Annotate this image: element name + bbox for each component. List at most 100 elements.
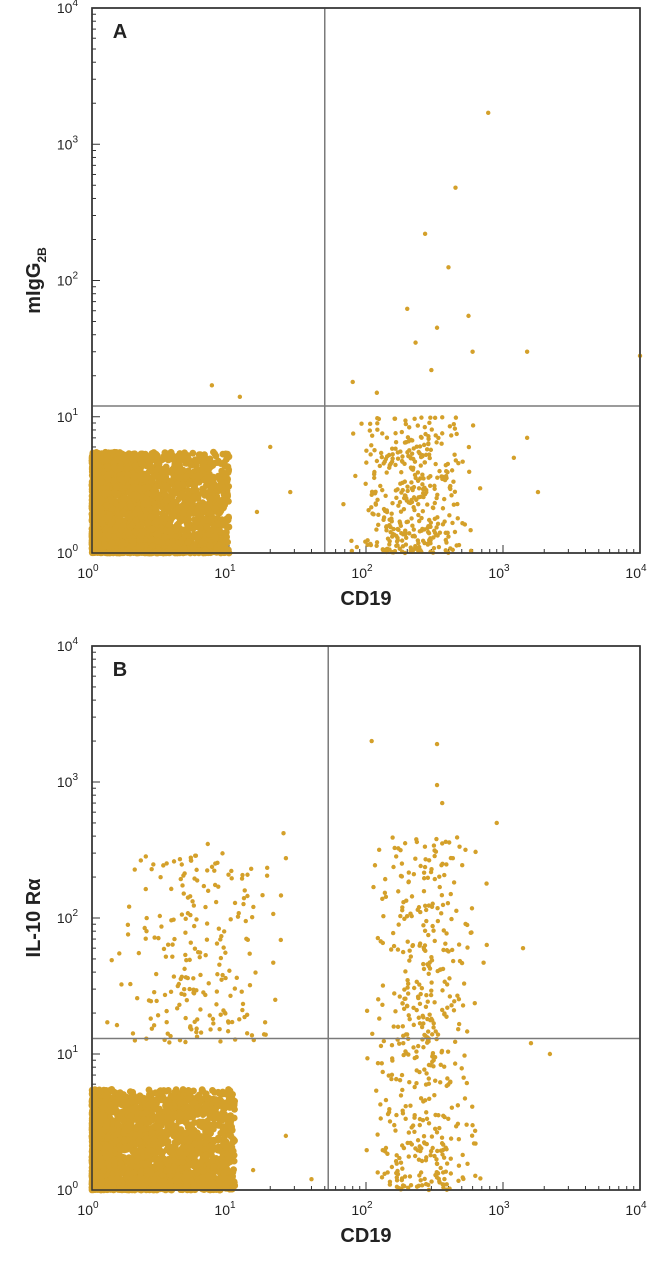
data-point [184,521,191,529]
data-point [408,455,413,460]
data-point [369,443,374,448]
data-point [223,546,230,553]
data-point [434,325,440,330]
data-point [373,502,379,507]
data-point [406,439,411,444]
data-point [198,538,206,546]
data-point [187,461,195,469]
data-point [154,465,162,473]
data-point [398,523,404,529]
data-point [397,519,402,524]
data-point [182,473,190,481]
data-point [405,519,411,524]
data-point [399,531,404,536]
data-point [96,531,104,538]
data-point [138,542,145,550]
data-point [212,526,220,534]
data-point [374,527,379,532]
data-point [451,421,457,427]
data-point [209,1087,216,1094]
data-point [433,461,438,467]
data-point [375,497,380,502]
data-point [403,528,408,533]
data-point [104,471,112,479]
data-point [178,490,186,498]
data-point [132,452,140,460]
data-point [407,531,412,536]
data-point [118,501,125,509]
data-point [206,495,214,503]
data-point [131,462,139,469]
data-point [403,418,408,423]
x-tick-label: 100 [77,563,99,581]
data-point [400,459,405,464]
y-tick-label: 101 [57,407,79,425]
data-point [192,519,200,527]
data-point [462,522,468,527]
data-point [443,530,448,536]
data-point [460,459,465,464]
data-point [176,474,184,482]
data-point [422,424,428,430]
data-point [102,457,110,464]
data-point [376,512,381,518]
data-point [142,495,150,503]
data-point [421,442,427,448]
data-point [206,510,214,517]
data-point [288,489,293,495]
data-point [452,452,457,457]
data-point [466,313,471,319]
data-point [156,517,164,525]
data-point [89,528,97,536]
data-point [148,536,156,543]
data-point [350,379,355,385]
data-point [412,534,418,539]
data-point [134,548,142,556]
data-point [375,421,380,426]
data-point [413,340,418,345]
data-point [364,460,369,465]
data-point [169,512,177,520]
data-point [394,543,399,548]
data-point [466,444,472,450]
data-point [440,415,445,420]
data-point [126,1088,134,1096]
data-point [427,420,432,426]
data-point [165,456,172,464]
data-point [407,448,412,453]
data-point [144,518,152,526]
data-point [129,491,137,499]
data-point [191,493,199,501]
data-point [152,504,159,512]
data-point [429,367,434,373]
data-point [449,468,455,473]
data-point [179,1086,187,1093]
data-point [434,525,439,530]
data-point [435,515,440,520]
data-point [416,512,421,518]
data-point [456,461,461,466]
data-point [154,537,162,545]
data-point [211,533,219,541]
data-point [209,383,215,388]
data-point [354,544,360,550]
data-point [202,464,210,472]
data-point [134,505,142,513]
y-tick-label: 102 [57,908,79,926]
data-point [408,545,413,550]
data-point [122,457,130,464]
data-point [219,450,227,458]
data-point [117,464,125,472]
data-point [138,460,146,468]
data-point [428,415,433,420]
data-point [350,431,356,436]
x-axis-title: CD19 [340,1225,391,1247]
data-point [209,473,217,481]
data-point [149,525,156,533]
data-point [135,484,143,492]
data-point [420,472,425,477]
y-tick-label: 100 [57,543,79,561]
data-point [431,546,437,551]
data-point [384,524,389,530]
data-point [184,486,192,494]
